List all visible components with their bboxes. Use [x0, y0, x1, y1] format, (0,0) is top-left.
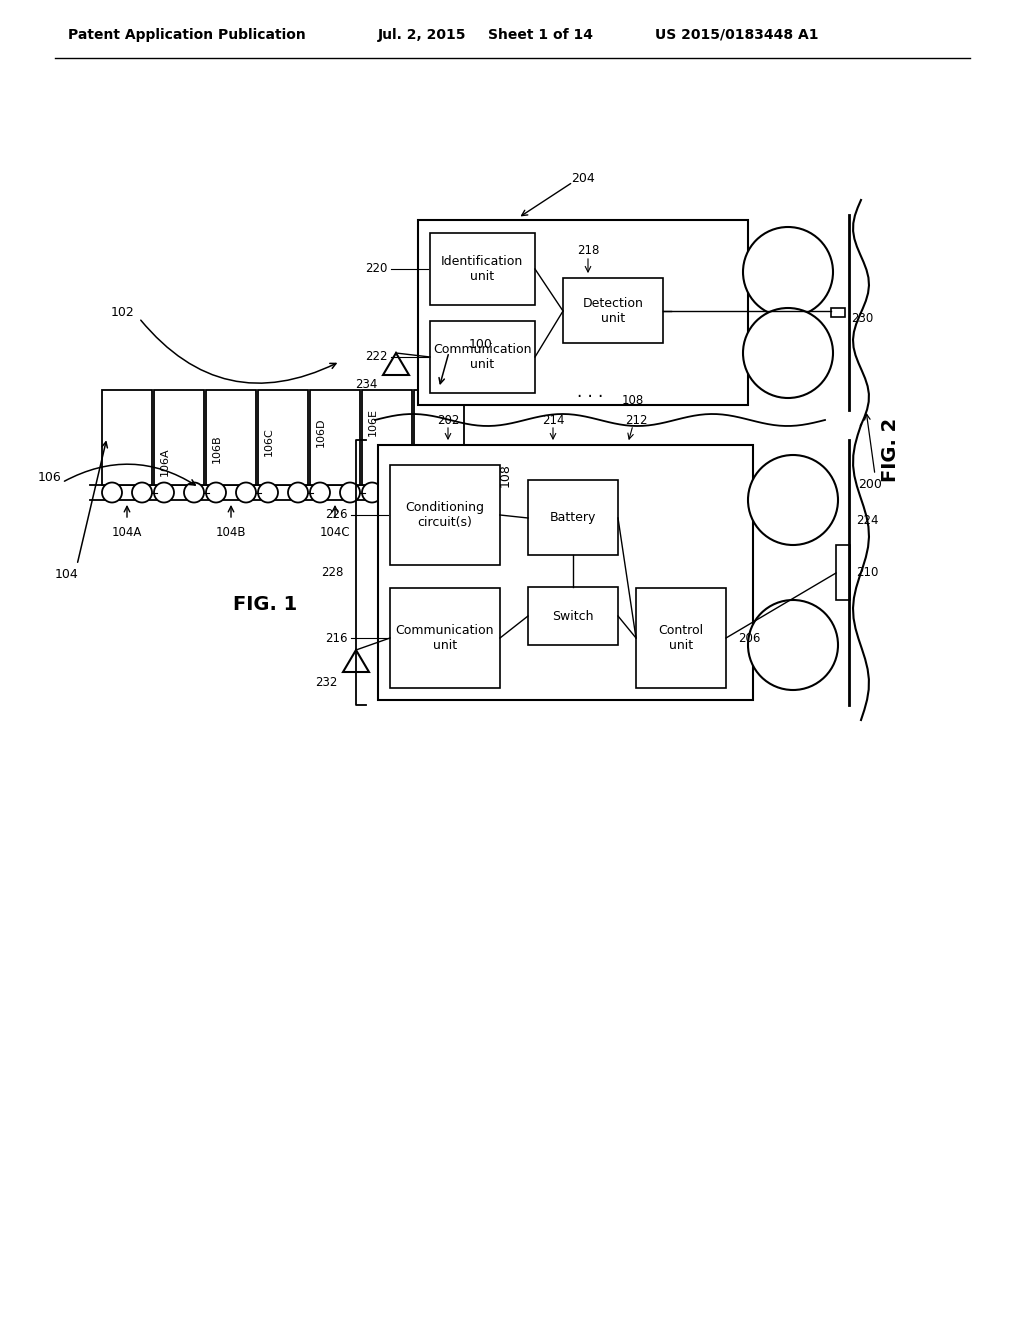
- Text: FIG. 2: FIG. 2: [881, 418, 899, 482]
- Text: 226: 226: [326, 508, 348, 521]
- Text: Communication
unit: Communication unit: [395, 624, 495, 652]
- FancyBboxPatch shape: [563, 279, 663, 343]
- FancyBboxPatch shape: [390, 587, 500, 688]
- Text: 218: 218: [577, 243, 599, 256]
- FancyBboxPatch shape: [258, 389, 308, 484]
- FancyBboxPatch shape: [102, 389, 152, 484]
- Circle shape: [102, 483, 122, 503]
- Text: 108: 108: [499, 463, 512, 487]
- FancyBboxPatch shape: [528, 480, 618, 554]
- Text: 206: 206: [738, 631, 761, 644]
- Circle shape: [414, 483, 434, 503]
- Text: 210: 210: [856, 566, 879, 579]
- Circle shape: [340, 483, 360, 503]
- Text: Conditioning
circuit(s): Conditioning circuit(s): [406, 502, 484, 529]
- Circle shape: [444, 483, 464, 503]
- Text: 216: 216: [326, 631, 348, 644]
- FancyBboxPatch shape: [310, 389, 360, 484]
- Text: Battery: Battery: [550, 511, 596, 524]
- Text: 104B: 104B: [216, 525, 246, 539]
- Text: . . .: . . .: [577, 383, 603, 401]
- FancyBboxPatch shape: [206, 389, 256, 484]
- Text: 200: 200: [858, 479, 882, 491]
- Circle shape: [154, 483, 174, 503]
- FancyBboxPatch shape: [418, 220, 748, 405]
- Circle shape: [743, 308, 833, 399]
- FancyBboxPatch shape: [378, 445, 753, 700]
- Text: 106B: 106B: [212, 434, 222, 463]
- Text: 214: 214: [542, 413, 564, 426]
- Text: 106E: 106E: [368, 408, 378, 436]
- Text: Control
unit: Control unit: [658, 624, 703, 652]
- FancyBboxPatch shape: [430, 321, 535, 393]
- Text: 106D: 106D: [316, 417, 326, 446]
- Circle shape: [288, 483, 308, 503]
- Text: 106A: 106A: [160, 447, 170, 477]
- FancyBboxPatch shape: [362, 389, 412, 484]
- Text: 228: 228: [322, 566, 344, 579]
- Text: 202: 202: [437, 413, 459, 426]
- Text: 106: 106: [38, 471, 61, 484]
- Text: 106C: 106C: [264, 428, 274, 457]
- Circle shape: [184, 483, 204, 503]
- FancyBboxPatch shape: [430, 234, 535, 305]
- Text: FIG. 1: FIG. 1: [232, 595, 297, 615]
- Circle shape: [132, 483, 152, 503]
- Text: Sheet 1 of 14: Sheet 1 of 14: [488, 28, 593, 42]
- FancyBboxPatch shape: [528, 587, 618, 645]
- FancyBboxPatch shape: [831, 308, 845, 317]
- Text: Detection
unit: Detection unit: [583, 297, 643, 325]
- Circle shape: [743, 227, 833, 317]
- Text: 108: 108: [622, 393, 644, 407]
- Text: Identification
unit: Identification unit: [441, 255, 523, 282]
- Text: 220: 220: [366, 263, 388, 276]
- Circle shape: [258, 483, 278, 503]
- Circle shape: [310, 483, 330, 503]
- FancyBboxPatch shape: [414, 389, 464, 484]
- Circle shape: [206, 483, 226, 503]
- Text: 234: 234: [355, 379, 378, 392]
- Text: 224: 224: [856, 513, 879, 527]
- Circle shape: [362, 483, 382, 503]
- Circle shape: [392, 483, 412, 503]
- Circle shape: [748, 455, 838, 545]
- Text: 104A: 104A: [112, 525, 142, 539]
- Text: 230: 230: [851, 313, 873, 326]
- Text: 232: 232: [315, 676, 338, 689]
- Text: 104C: 104C: [319, 525, 350, 539]
- FancyBboxPatch shape: [836, 545, 850, 601]
- Text: Communication
unit: Communication unit: [433, 343, 531, 371]
- Text: US 2015/0183448 A1: US 2015/0183448 A1: [655, 28, 818, 42]
- FancyBboxPatch shape: [390, 465, 500, 565]
- Text: 222: 222: [366, 351, 388, 363]
- Text: Jul. 2, 2015: Jul. 2, 2015: [378, 28, 467, 42]
- Circle shape: [236, 483, 256, 503]
- Text: Switch: Switch: [552, 610, 594, 623]
- Text: 102: 102: [111, 305, 134, 318]
- Text: 212: 212: [625, 413, 647, 426]
- Text: 204: 204: [571, 172, 595, 185]
- Text: 100: 100: [469, 338, 493, 351]
- FancyBboxPatch shape: [154, 389, 204, 484]
- Text: Patent Application Publication: Patent Application Publication: [68, 28, 306, 42]
- FancyBboxPatch shape: [636, 587, 726, 688]
- Circle shape: [748, 601, 838, 690]
- Text: 104: 104: [55, 569, 79, 582]
